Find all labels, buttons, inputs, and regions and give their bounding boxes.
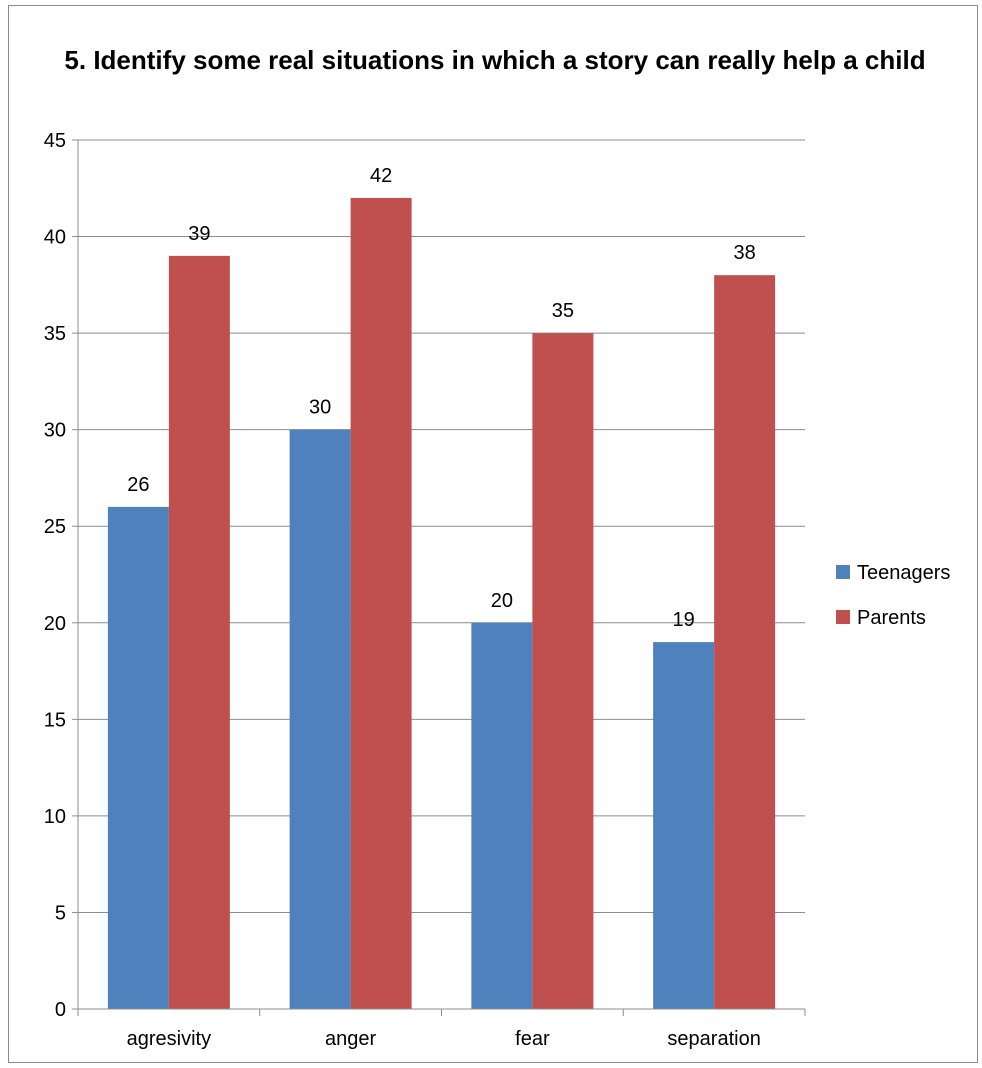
y-tick-label: 15 (44, 709, 66, 731)
y-tick-label: 25 (44, 516, 66, 538)
bar-teenagers-anger (289, 429, 351, 1010)
chart-title: 5. Identify some real situations in whic… (64, 45, 926, 75)
legend-swatch-parents (836, 610, 850, 624)
legend-label-teenagers: Teenagers (857, 562, 950, 584)
bar-teenagers-fear (471, 622, 533, 1009)
bar-teenagers-separation (653, 642, 715, 1009)
y-tick-label: 40 (44, 227, 66, 249)
data-labels: 26 39 30 42 20 35 19 38 (127, 165, 756, 631)
x-tick-label: fear (515, 1028, 550, 1050)
data-label: 42 (370, 165, 392, 187)
bar-parents-agresivity (168, 255, 230, 1009)
y-tick-label: 45 (44, 130, 66, 152)
data-label: 35 (552, 300, 574, 322)
bar-parents-fear (532, 333, 594, 1010)
y-tick-label: 20 (44, 613, 66, 635)
legend: Teenagers Parents (836, 562, 950, 629)
bar-teenagers-agresivity (107, 506, 169, 1009)
legend-label-parents: Parents (857, 607, 926, 629)
data-label: 38 (734, 242, 756, 264)
x-tick-label: agresivity (127, 1028, 211, 1050)
x-tick-label: anger (325, 1028, 376, 1050)
data-label: 39 (188, 223, 210, 245)
bar-parents-anger (350, 197, 412, 1009)
axes: 0 5 10 15 20 25 30 35 40 45 agresivity anger fear sep… (44, 130, 806, 1050)
data-label: 19 (673, 609, 695, 631)
y-tick-label: 10 (44, 806, 66, 828)
y-tick-label: 5 (55, 902, 66, 924)
data-label: 26 (127, 474, 149, 496)
legend-swatch-teenagers (836, 565, 850, 579)
bar-parents-separation (714, 275, 776, 1010)
data-label: 30 (309, 397, 331, 419)
y-tick-label: 30 (44, 420, 66, 442)
y-tick-label: 0 (55, 999, 66, 1021)
data-label: 20 (491, 590, 513, 612)
bars (107, 197, 776, 1010)
x-tick-label: separation (667, 1028, 760, 1050)
y-tick-label: 35 (44, 323, 66, 345)
